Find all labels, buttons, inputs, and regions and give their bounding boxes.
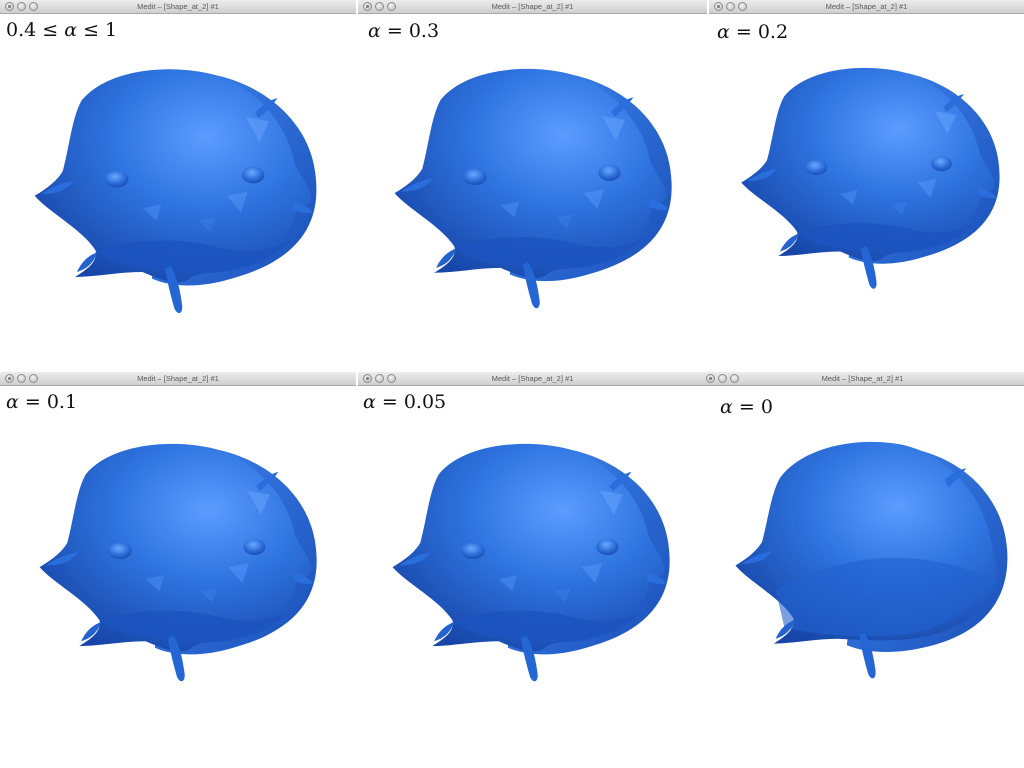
medit-3d-shape[interactable]	[35, 430, 330, 688]
minimize-window-button[interactable]	[718, 374, 727, 383]
zoom-window-button[interactable]	[29, 2, 38, 11]
zoom-window-button[interactable]	[387, 374, 396, 383]
medit-3d-shape[interactable]	[388, 430, 683, 688]
minimize-window-button[interactable]	[726, 2, 735, 11]
zoom-window-button[interactable]	[387, 2, 396, 11]
window-titlebar[interactable]: Medit – [Shape_at_2] #1	[701, 372, 1024, 386]
minimize-window-button[interactable]	[375, 2, 384, 11]
window-titlebar[interactable]: Medit – [Shape_at_2] #1	[358, 372, 707, 386]
medit-window-3: Medit – [Shape_at_2] #1 α = 0.2	[709, 0, 1024, 370]
alpha-label: α = 0.2	[717, 21, 789, 43]
close-window-button[interactable]	[714, 2, 723, 11]
window-title: Medit – [Shape_at_2] #1	[821, 374, 904, 383]
medit-3d-shape[interactable]	[731, 430, 1016, 685]
minimize-window-button[interactable]	[375, 374, 384, 383]
window-titlebar[interactable]: Medit – [Shape_at_2] #1	[0, 372, 356, 386]
close-window-button[interactable]	[363, 2, 372, 11]
zoom-window-button[interactable]	[29, 374, 38, 383]
window-titlebar[interactable]: Medit – [Shape_at_2] #1	[709, 0, 1024, 14]
medit-window-5: Medit – [Shape_at_2] #1 α = 0.05	[358, 372, 707, 768]
medit-3d-shape[interactable]	[390, 55, 685, 315]
alpha-label: α = 0.1	[6, 391, 78, 413]
close-window-button[interactable]	[706, 374, 715, 383]
window-title: Medit – [Shape_at_2] #1	[137, 2, 219, 11]
window-titlebar[interactable]: Medit – [Shape_at_2] #1	[0, 0, 356, 14]
window-title: Medit – [Shape_at_2] #1	[825, 2, 908, 11]
medit-window-6: Medit – [Shape_at_2] #1 α = 0	[701, 372, 1024, 768]
window-titlebar[interactable]: Medit – [Shape_at_2] #1	[358, 0, 707, 14]
window-title: Medit – [Shape_at_2] #1	[491, 2, 574, 11]
medit-window-4: Medit – [Shape_at_2] #1 α = 0.1	[0, 372, 356, 768]
medit-window-2: Medit – [Shape_at_2] #1 α = 0.3	[358, 0, 707, 370]
alpha-label: 0.4 ≤ α ≤ 1	[6, 19, 118, 41]
medit-window-1: Medit – [Shape_at_2] #1 0.4 ≤ α ≤ 1	[0, 0, 356, 370]
minimize-window-button[interactable]	[17, 374, 26, 383]
medit-3d-shape[interactable]	[737, 55, 1012, 295]
alpha-label: α = 0	[720, 396, 773, 418]
zoom-window-button[interactable]	[738, 2, 747, 11]
alpha-label: α = 0.3	[368, 20, 440, 42]
close-window-button[interactable]	[363, 374, 372, 383]
minimize-window-button[interactable]	[17, 2, 26, 11]
close-window-button[interactable]	[5, 374, 14, 383]
medit-3d-shape[interactable]	[30, 55, 330, 320]
window-title: Medit – [Shape_at_2] #1	[491, 374, 574, 383]
alpha-label: α = 0.05	[363, 391, 447, 413]
zoom-window-button[interactable]	[730, 374, 739, 383]
window-title: Medit – [Shape_at_2] #1	[137, 374, 219, 383]
close-window-button[interactable]	[5, 2, 14, 11]
